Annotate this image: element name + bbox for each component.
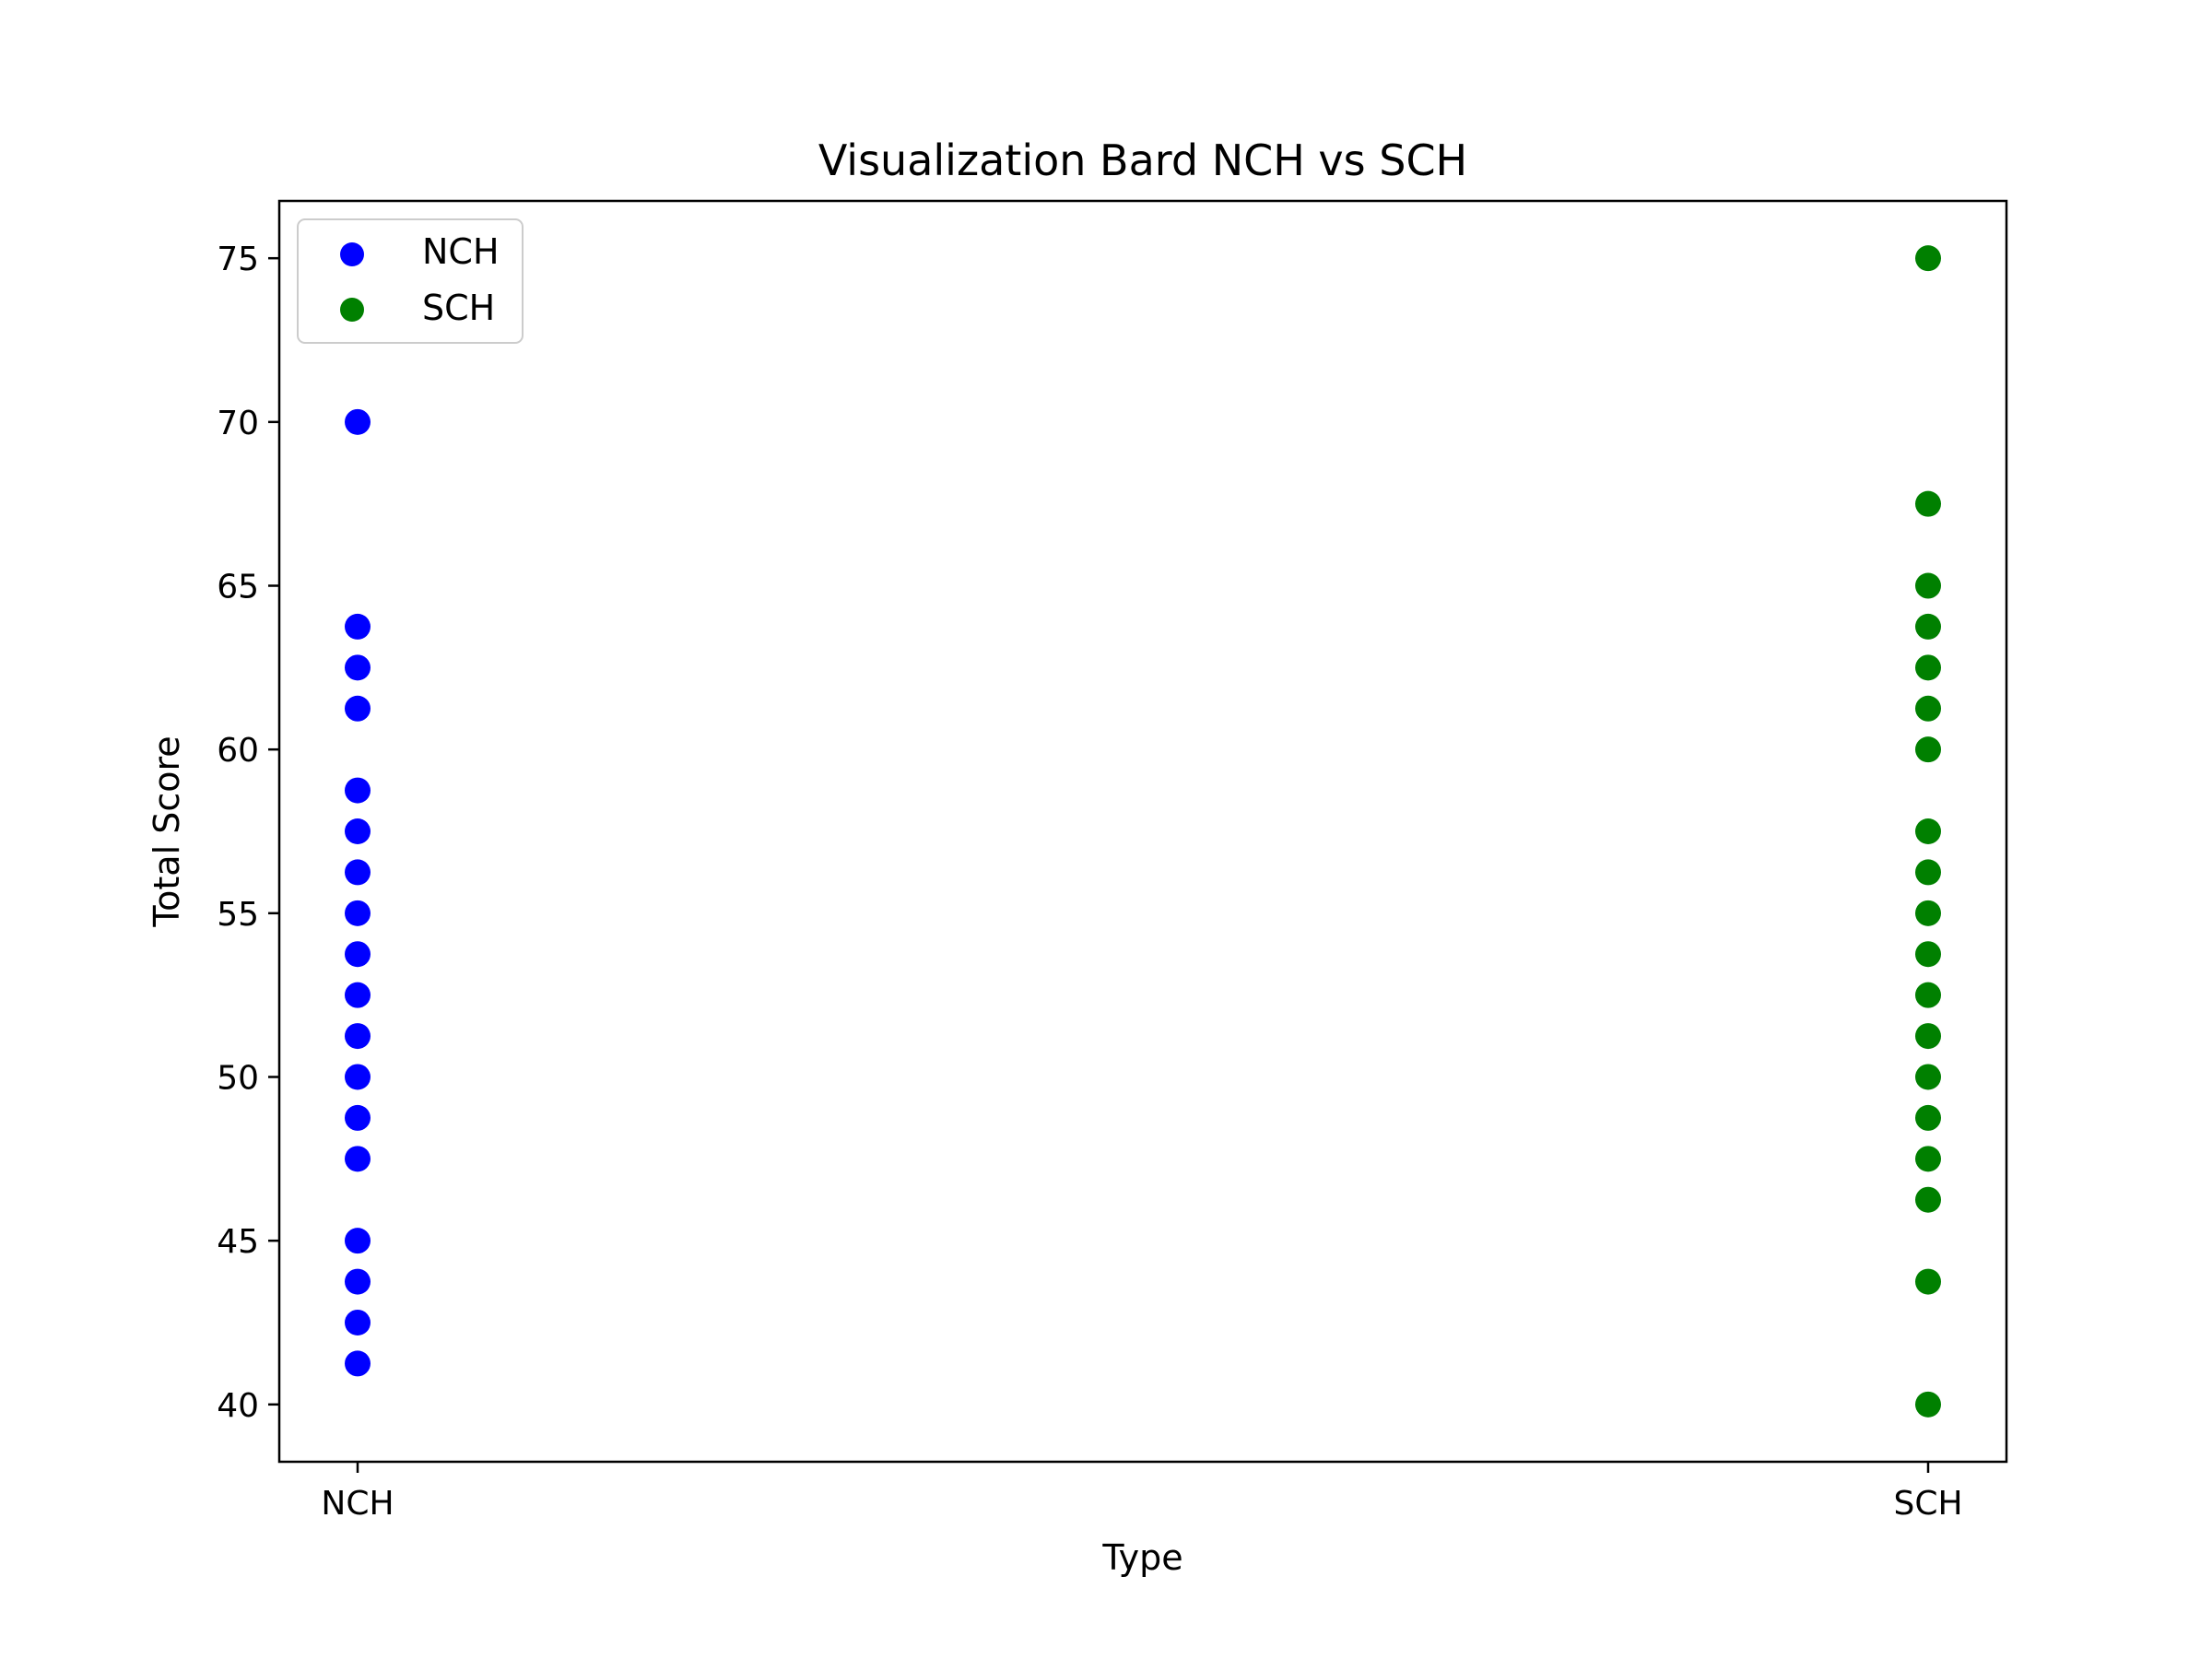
data-point-sch xyxy=(1915,1146,1941,1172)
data-point-nch xyxy=(345,1023,371,1050)
legend-label-sch: SCH xyxy=(422,288,495,328)
data-point-sch xyxy=(1915,1023,1941,1050)
data-point-nch xyxy=(345,408,371,435)
y-tick-label: 70 xyxy=(217,405,259,442)
y-tick-label: 45 xyxy=(217,1223,259,1261)
data-point-sch xyxy=(1915,613,1941,640)
plot-area-frame xyxy=(277,199,2008,1464)
legend-marker-nch xyxy=(340,242,364,266)
x-axis-label: Type xyxy=(1101,1537,1182,1578)
data-point-sch xyxy=(1915,695,1941,722)
data-point-sch xyxy=(1915,490,1941,517)
data-point-sch xyxy=(1915,1104,1941,1131)
data-point-sch xyxy=(1915,245,1941,272)
data-point-nch xyxy=(345,941,371,968)
data-point-sch xyxy=(1915,982,1941,1008)
data-point-nch xyxy=(345,1146,371,1172)
data-point-nch xyxy=(345,982,371,1008)
legend-marker-sch xyxy=(340,298,364,322)
data-point-nch xyxy=(345,1228,371,1254)
data-points xyxy=(345,245,1941,1418)
y-tick-label: 40 xyxy=(217,1387,259,1425)
data-point-nch xyxy=(345,1064,371,1090)
data-point-nch xyxy=(345,777,371,804)
data-point-nch xyxy=(345,1104,371,1131)
data-point-sch xyxy=(1915,1391,1941,1418)
data-point-nch xyxy=(345,695,371,722)
x-tick-label-sch: SCH xyxy=(1893,1485,1962,1523)
data-point-sch xyxy=(1915,572,1941,599)
legend: NCH SCH xyxy=(297,218,524,344)
data-point-nch xyxy=(345,1268,371,1295)
y-axis-label: Total Score xyxy=(147,735,187,927)
y-tick-label: 55 xyxy=(217,896,259,934)
data-point-sch xyxy=(1915,818,1941,844)
legend-label-nch: NCH xyxy=(422,231,500,272)
data-point-nch xyxy=(345,654,371,681)
data-point-sch xyxy=(1915,1268,1941,1295)
data-point-sch xyxy=(1915,736,1941,763)
y-tick-label: 60 xyxy=(217,732,259,770)
chart-title: Visualization Bard NCH vs SCH xyxy=(818,135,1467,185)
y-tick-label: 75 xyxy=(217,241,259,278)
data-point-sch xyxy=(1915,941,1941,968)
x-tick-label-nch: NCH xyxy=(321,1485,394,1523)
axis-ticks: 40 45 50 55 60 65 70 75 NCH SCH xyxy=(217,241,1962,1523)
data-point-nch xyxy=(345,613,371,640)
data-point-nch xyxy=(345,859,371,886)
data-point-sch xyxy=(1915,900,1941,926)
data-point-nch xyxy=(345,900,371,926)
y-tick-label: 65 xyxy=(217,569,259,606)
data-point-nch xyxy=(345,818,371,844)
data-point-sch xyxy=(1915,859,1941,886)
data-point-nch xyxy=(345,1309,371,1335)
data-point-nch xyxy=(345,1350,371,1377)
data-point-sch xyxy=(1915,1064,1941,1090)
data-point-sch xyxy=(1915,654,1941,681)
data-point-sch xyxy=(1915,1186,1941,1213)
y-tick-label: 50 xyxy=(217,1059,259,1097)
